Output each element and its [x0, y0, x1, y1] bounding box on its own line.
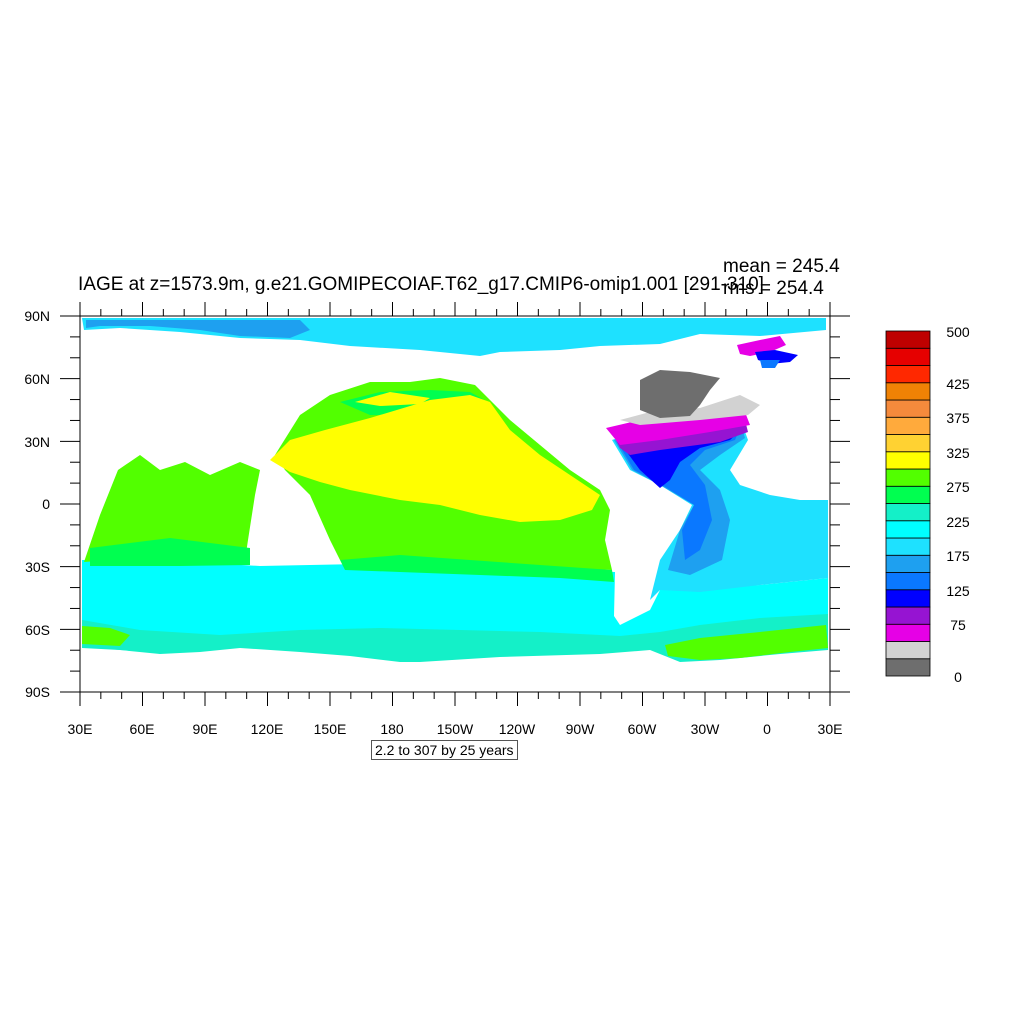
colorbar-swatch [885, 641, 931, 660]
colorbar-label: 0 [954, 669, 962, 685]
mean-stat: mean = 245.4 [723, 256, 840, 277]
lon-labels: 30E 60E 90E 120E 150E 180 150W 120W 90W … [68, 721, 843, 737]
colorbar-swatch [885, 485, 931, 504]
colorbar-swatch [885, 347, 931, 366]
colorbar-swatch [885, 382, 931, 401]
lon-label: 120W [499, 721, 536, 737]
axis-ticks [60, 302, 850, 706]
lat-label: 30S [25, 559, 50, 575]
contour-info-box: 2.2 to 307 by 25 years [371, 740, 518, 760]
lon-label: 60E [130, 721, 155, 737]
colorbar-label: 325 [946, 445, 970, 461]
lat-label: 0 [42, 496, 50, 512]
lon-label: 30E [818, 721, 843, 737]
colorbar-label: 275 [946, 479, 970, 495]
rms-stat: rms = 254.4 [723, 278, 824, 299]
colorbar-swatch [885, 537, 931, 556]
lat-label: 30N [24, 434, 50, 450]
lat-label: 60N [24, 371, 50, 387]
lon-label: 30W [691, 721, 721, 737]
pacific-yellow-north [355, 392, 430, 406]
lat-label: 90N [24, 308, 50, 324]
colorbar-swatch [885, 589, 931, 608]
nordic-seas-magenta [737, 336, 786, 356]
arctic-dark-band [86, 320, 310, 338]
lon-label: 30E [68, 721, 93, 737]
lat-labels: 90N 60N 30N 0 30S 60S 90S [24, 308, 50, 700]
colorbar-swatch [885, 572, 931, 591]
colorbar-label: 375 [946, 410, 970, 426]
colorbar-swatch [885, 451, 931, 470]
lon-label: 90E [193, 721, 218, 737]
colorbar-swatch [885, 365, 931, 384]
pacific-yellow-core [270, 395, 600, 522]
colorbar-label: 125 [946, 583, 970, 599]
nordic-seas-deep [760, 360, 780, 368]
map-field [80, 316, 830, 692]
colorbar-labels: 0 75 125 175 225 275 325 375 425 500 [946, 324, 970, 685]
colorbar-swatch [885, 658, 931, 677]
southern-green-west [82, 626, 130, 646]
lat-label: 60S [25, 622, 50, 638]
lon-label: 120E [251, 721, 284, 737]
lon-label: 0 [763, 721, 771, 737]
indian-ocean-deep [90, 538, 250, 566]
colorbar-label: 500 [946, 324, 970, 340]
southern-green-pool [665, 625, 828, 660]
colorbar-label: 225 [946, 514, 970, 530]
colorbar [885, 330, 931, 677]
lon-label: 150E [314, 721, 347, 737]
colorbar-label: 75 [950, 617, 966, 633]
colorbar-swatch [885, 468, 931, 487]
colorbar-swatch [885, 503, 931, 522]
colorbar-swatch [885, 623, 931, 642]
colorbar-swatch [885, 554, 931, 573]
indian-ocean [84, 455, 260, 562]
lon-label: 180 [380, 721, 404, 737]
lon-label: 90W [566, 721, 596, 737]
lat-label: 90S [25, 684, 50, 700]
colorbar-swatch [885, 399, 931, 418]
colorbar-swatch [885, 330, 931, 349]
colorbar-swatch [885, 520, 931, 539]
colorbar-label: 175 [946, 548, 970, 564]
lon-label: 60W [628, 721, 658, 737]
lon-label: 150W [437, 721, 474, 737]
colorbar-label: 425 [946, 376, 970, 392]
atlantic-gray-dark [640, 370, 720, 418]
colorbar-swatch [885, 606, 931, 625]
pacific-south-band [340, 555, 614, 582]
southern-ocean-alt [82, 614, 828, 662]
plot-title: IAGE at z=1573.9m, g.e21.GOMIPECOIAF.T62… [78, 274, 764, 295]
colorbar-swatch [885, 416, 931, 435]
colorbar-swatch [885, 434, 931, 453]
